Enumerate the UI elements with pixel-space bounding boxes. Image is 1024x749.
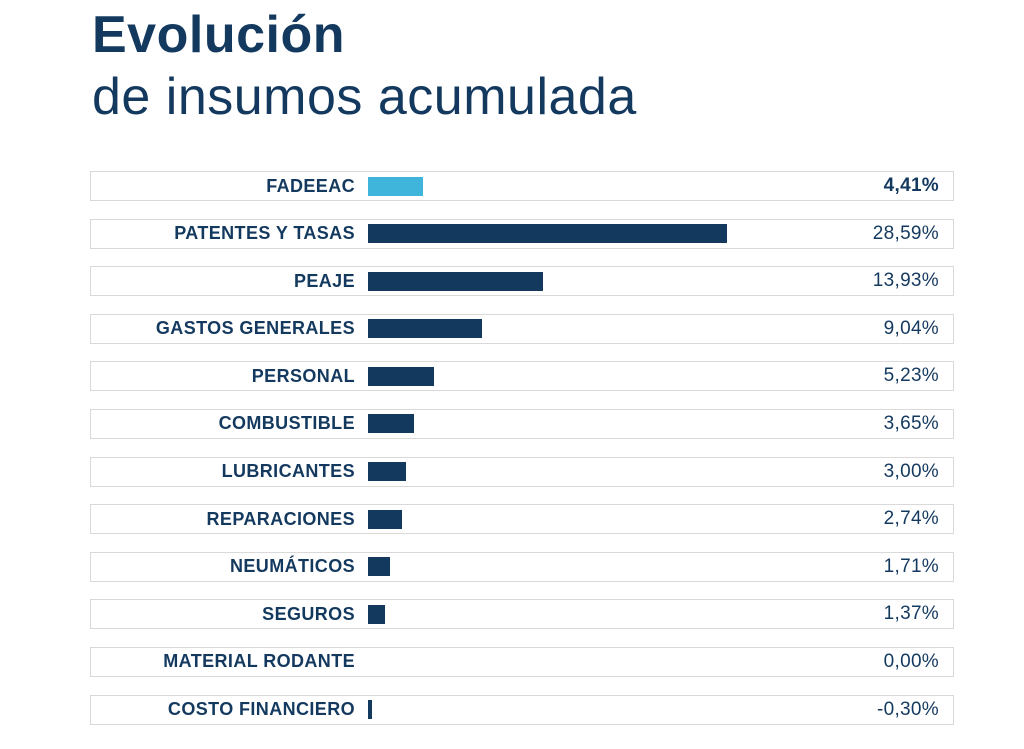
- chart-title-line2: de insumos acumulada: [92, 68, 637, 126]
- row-label: COMBUSTIBLE: [218, 413, 355, 434]
- bar-row: PERSONAL 5,23%: [90, 361, 954, 392]
- row-label: LUBRICANTES: [221, 461, 355, 482]
- row-value: 5,23%: [883, 365, 939, 387]
- row-bar: [368, 509, 403, 529]
- row-bar: [368, 224, 728, 244]
- chart-title: Evolución de insumos acumulada: [92, 4, 637, 128]
- row-bar: [368, 414, 414, 434]
- row-value: 1,37%: [883, 603, 939, 625]
- bar-row: COMBUSTIBLE 3,65%: [90, 408, 954, 439]
- row-value: 28,59%: [872, 222, 939, 244]
- row-label: FADEEAC: [266, 175, 355, 196]
- row-label: GASTOS GENERALES: [155, 318, 355, 339]
- row-bar: [368, 700, 372, 720]
- row-bar: [368, 462, 406, 482]
- bar-row: SEGUROS 1,37%: [90, 599, 954, 630]
- row-label: COSTO FINANCIERO: [167, 699, 355, 720]
- row-bar: [368, 557, 390, 577]
- row-label: NEUMÁTICOS: [230, 556, 355, 577]
- row-value: 3,00%: [883, 460, 939, 482]
- row-label: PATENTES Y TASAS: [174, 223, 355, 244]
- row-label: SEGUROS: [262, 603, 355, 624]
- bar-row: PEAJE 13,93%: [90, 266, 954, 297]
- row-bar: [368, 271, 543, 291]
- row-bar: [368, 319, 482, 339]
- bar-row: GASTOS GENERALES 9,04%: [90, 313, 954, 344]
- bar-row: FADEEAC 4,41%: [90, 171, 954, 201]
- row-label: REPARACIONES: [206, 508, 355, 529]
- row-value: 3,65%: [883, 412, 939, 434]
- row-value: 9,04%: [883, 317, 939, 339]
- row-bar: [368, 366, 434, 386]
- row-value: 0,00%: [883, 650, 939, 672]
- row-bar: [368, 176, 424, 196]
- bar-row: REPARACIONES 2,74%: [90, 504, 954, 535]
- row-value: 4,41%: [883, 175, 939, 196]
- row-value: 13,93%: [872, 270, 939, 292]
- chart-title-line1: Evolución: [92, 6, 345, 64]
- row-label: PERSONAL: [251, 365, 355, 386]
- row-bar: [368, 604, 386, 624]
- row-value: 2,74%: [883, 508, 939, 530]
- bar-row: LUBRICANTES 3,00%: [90, 456, 954, 487]
- bar-row: MATERIAL RODANTE 0,00%: [90, 646, 954, 677]
- row-label: PEAJE: [293, 270, 355, 291]
- row-value: 1,71%: [883, 555, 939, 577]
- row-value: -0,30%: [876, 698, 939, 720]
- bar-row: COSTO FINANCIERO -0,30%: [90, 694, 954, 725]
- row-label: MATERIAL RODANTE: [163, 651, 355, 672]
- bar-row-list: FADEEAC 4,41% PATENTES Y TASAS 28,59% PE…: [90, 171, 954, 742]
- bar-row: PATENTES Y TASAS 28,59%: [90, 218, 954, 249]
- bar-row: NEUMÁTICOS 1,71%: [90, 551, 954, 582]
